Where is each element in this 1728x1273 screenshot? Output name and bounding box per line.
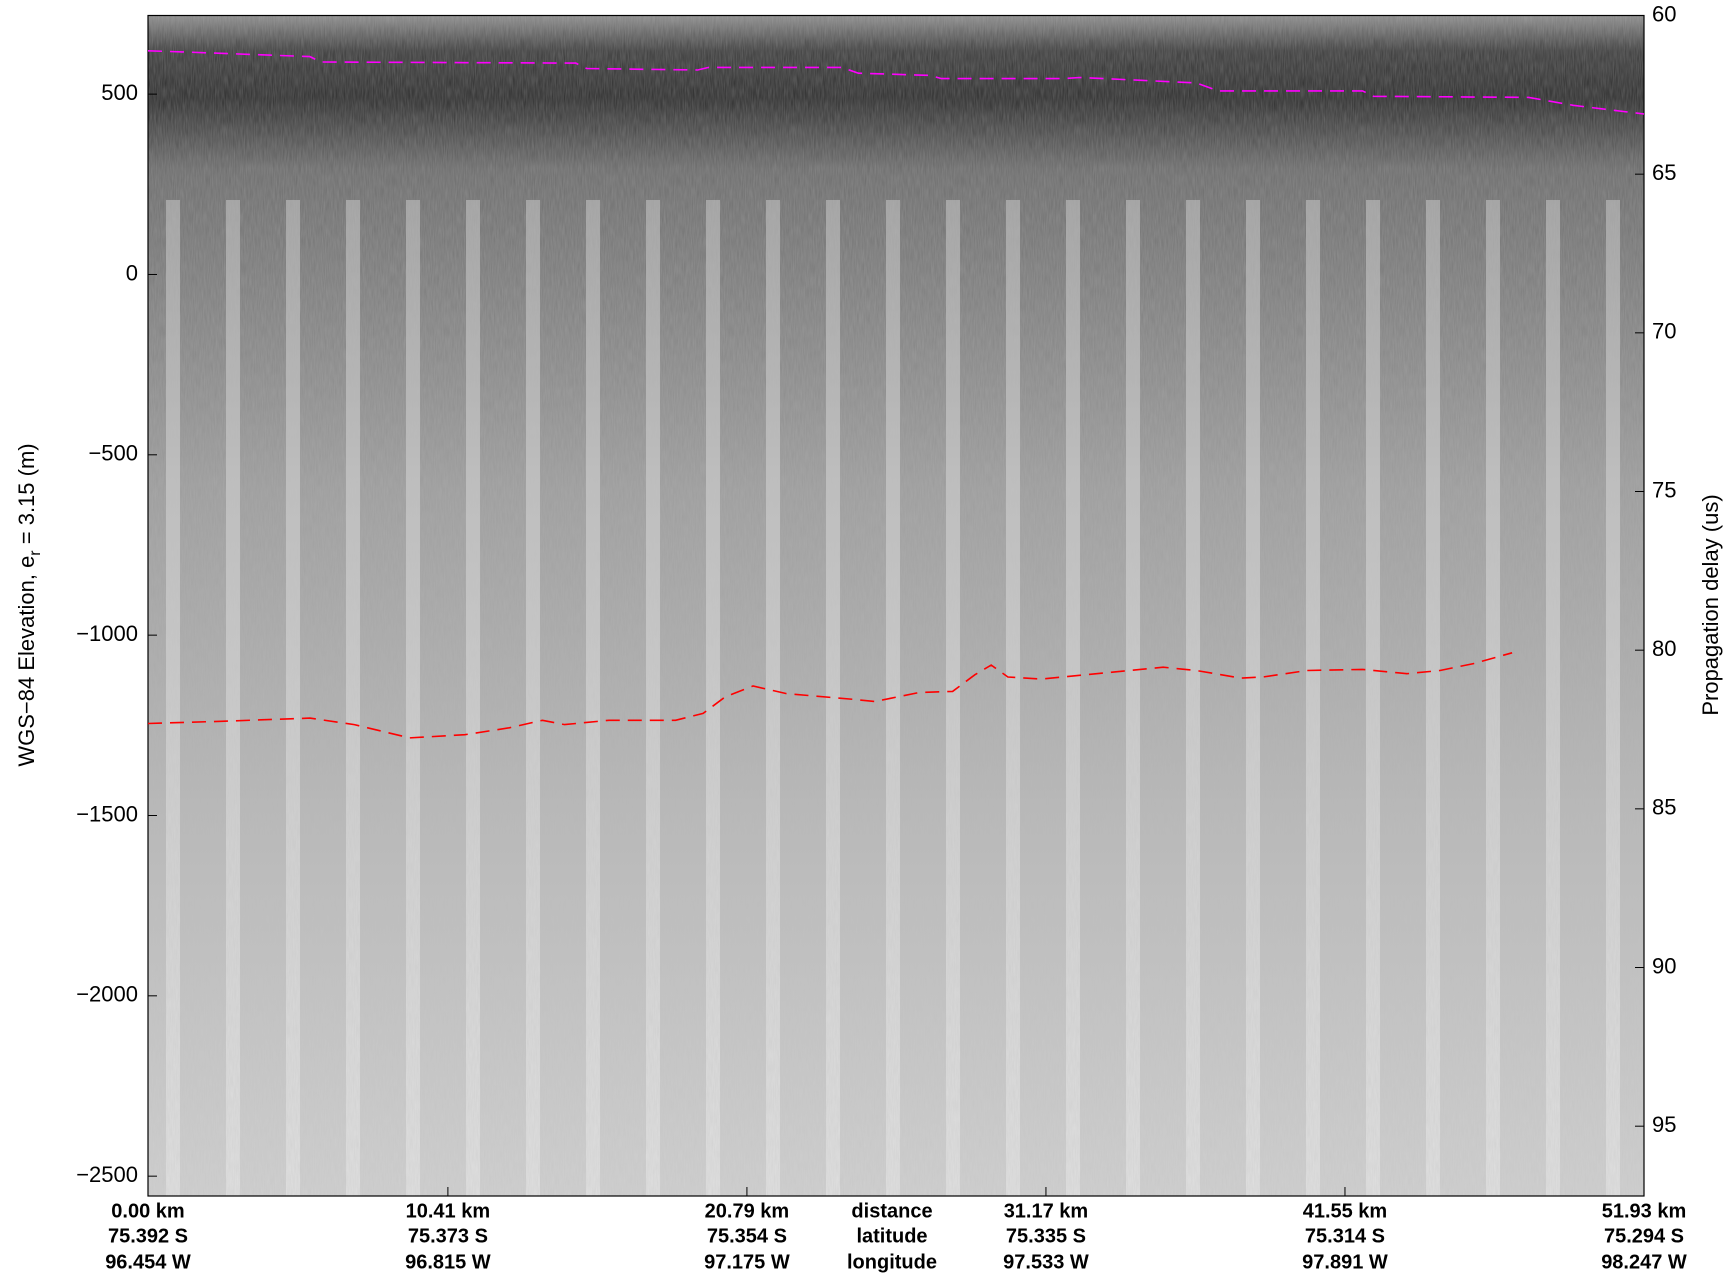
y2-tick-label: 95 — [1652, 1112, 1676, 1137]
x-tick-latitude: 75.373 S — [408, 1225, 488, 1247]
x-tick-latitude: 75.294 S — [1604, 1225, 1684, 1247]
x-tick-latitude: 75.335 S — [1006, 1225, 1086, 1247]
y-axis-label-part: WGS−84 Elevation, e — [14, 556, 39, 767]
x-tick-longitude: 97.175 W — [704, 1251, 790, 1273]
x-tick-label: 10.41 km — [406, 1200, 491, 1222]
row-label: longitude — [847, 1251, 937, 1273]
x-tick-label: 0.00 km — [111, 1200, 184, 1222]
x-tick-latitude: 75.392 S — [108, 1225, 188, 1247]
y-tick-label: 0 — [126, 260, 138, 285]
y-axis-label-part: = 3.15 (m) — [14, 443, 39, 550]
y2-tick-label: 80 — [1652, 636, 1676, 661]
x-tick-longitude: 96.815 W — [405, 1251, 491, 1273]
x-tick-latitude: 75.354 S — [707, 1225, 787, 1247]
y2-tick-label: 70 — [1652, 319, 1676, 344]
plot-frame — [147, 14, 1645, 1197]
y2-axis-label: Propagation delay (us) — [1698, 494, 1723, 715]
x-tick-longitude: 97.891 W — [1302, 1251, 1388, 1273]
y-tick-label: −500 — [88, 441, 138, 466]
x-tick-label: 31.17 km — [1004, 1200, 1089, 1222]
y-tick-label: −2000 — [76, 982, 138, 1007]
y-axis-label-sub: r — [27, 550, 44, 556]
y-axis-label: WGS−84 Elevation, er = 3.15 (m) — [14, 443, 44, 766]
y2-tick-label: 90 — [1652, 953, 1676, 978]
x-tick-latitude: 75.314 S — [1305, 1225, 1385, 1247]
y2-tick-label: 75 — [1652, 477, 1676, 502]
y-tick-label: −2500 — [76, 1162, 138, 1187]
x-tick-label: 41.55 km — [1303, 1200, 1388, 1222]
row-label: distance — [851, 1200, 932, 1222]
y-tick-label: −1500 — [76, 801, 138, 826]
y2-tick-label: 85 — [1652, 795, 1676, 820]
y2-tick-label: 65 — [1652, 160, 1676, 185]
x-tick-label: 20.79 km — [705, 1200, 790, 1222]
row-label: latitude — [856, 1225, 927, 1247]
y2-tick-label: 60 — [1652, 1, 1676, 26]
radargram-noise — [148, 15, 1644, 1196]
y-tick-label: 500 — [101, 80, 138, 105]
x-tick-longitude: 98.247 W — [1601, 1251, 1687, 1273]
x-tick-label: 51.93 km — [1602, 1200, 1687, 1222]
x-tick-longitude: 97.533 W — [1003, 1251, 1089, 1273]
x-tick-longitude: 96.454 W — [105, 1251, 191, 1273]
y-tick-label: −1000 — [76, 621, 138, 646]
